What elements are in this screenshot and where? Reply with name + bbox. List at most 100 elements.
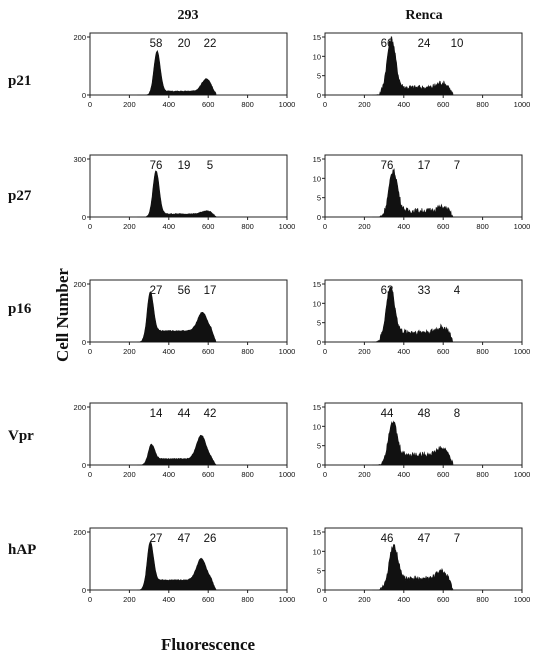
y-tick-label: 5 — [317, 442, 321, 451]
x-tick-label: 600 — [437, 222, 450, 231]
y-tick-label: 10 — [313, 52, 321, 61]
x-tick-label: 400 — [163, 347, 176, 356]
y-tick-label: 15 — [313, 155, 321, 164]
x-tick-label: 0 — [323, 470, 327, 479]
x-tick-label: 200 — [358, 347, 371, 356]
x-tick-label: 600 — [202, 100, 215, 109]
x-tick-label: 600 — [437, 100, 450, 109]
g1-percentage: 27 — [150, 285, 163, 297]
x-tick-label: 800 — [241, 100, 254, 109]
y-tick-label: 0 — [317, 91, 321, 100]
g2-percentage: 26 — [204, 533, 217, 545]
x-tick-label: 1000 — [279, 347, 296, 356]
histogram-fill — [137, 291, 217, 343]
y-tick-label: 0 — [82, 91, 86, 100]
x-tick-label: 1000 — [514, 347, 531, 356]
s-percentage: 24 — [418, 38, 431, 50]
x-tick-label: 400 — [398, 595, 411, 604]
s-percentage: 56 — [178, 285, 191, 297]
g1-percentage: 14 — [150, 408, 163, 420]
s-percentage: 19 — [178, 160, 191, 172]
row-label-p16: p16 — [8, 301, 32, 317]
histogram-panel-p27-293: 0 200 400 600 800 1000 0 300 76 19 5 — [73, 154, 295, 231]
g2-percentage: 7 — [454, 533, 460, 545]
s-percentage: 20 — [178, 38, 191, 50]
y-tick-label: 10 — [313, 547, 321, 556]
histogram-panel-hap-293: 0 200 400 600 800 1000 0 200 27 47 26 — [73, 527, 295, 604]
s-percentage: 47 — [418, 533, 431, 545]
x-tick-label: 400 — [398, 347, 411, 356]
histogram-panel-vpr-renca: 0 200 400 600 800 1000 0 5 10 15 44 48 8 — [313, 402, 531, 479]
row-label-p27: p27 — [8, 188, 32, 204]
g2-percentage: 8 — [454, 408, 460, 420]
x-tick-label: 0 — [88, 595, 92, 604]
histogram-fill — [372, 286, 454, 343]
g1-percentage: 76 — [381, 160, 394, 172]
y-tick-label: 200 — [73, 33, 86, 42]
y-tick-label: 0 — [82, 213, 86, 222]
y-tick-label: 5 — [317, 194, 321, 203]
x-tick-label: 0 — [323, 347, 327, 356]
x-tick-label: 400 — [163, 470, 176, 479]
row-label-hap: hAP — [8, 542, 36, 558]
x-tick-label: 0 — [88, 100, 92, 109]
x-tick-label: 200 — [123, 347, 136, 356]
histogram-panel-p16-293: 0 200 400 600 800 1000 0 200 27 56 17 — [73, 279, 296, 356]
g2-percentage: 42 — [204, 408, 217, 420]
x-tick-label: 800 — [476, 470, 489, 479]
column-header-293: 293 — [178, 8, 199, 23]
x-axis-label: Fluorescence — [161, 635, 256, 654]
g2-percentage: 17 — [204, 285, 217, 297]
s-percentage: 44 — [178, 408, 191, 420]
y-tick-label: 10 — [313, 422, 321, 431]
y-tick-label: 200 — [73, 403, 86, 412]
x-tick-label: 800 — [241, 222, 254, 231]
x-tick-label: 200 — [358, 222, 371, 231]
x-tick-label: 400 — [398, 222, 411, 231]
s-percentage: 48 — [418, 408, 431, 420]
y-axis-label: Cell Number — [53, 268, 72, 362]
x-tick-label: 600 — [202, 470, 215, 479]
x-tick-label: 800 — [241, 470, 254, 479]
x-tick-label: 1000 — [279, 100, 296, 109]
histogram-fill — [372, 544, 454, 592]
y-tick-label: 5 — [317, 72, 321, 81]
histogram-panel-vpr-293: 0 200 400 600 800 1000 0 200 14 44 42 — [73, 402, 296, 479]
x-tick-label: 600 — [437, 470, 450, 479]
x-tick-label: 400 — [163, 222, 176, 231]
y-tick-label: 0 — [317, 461, 321, 470]
g2-percentage: 7 — [454, 160, 460, 172]
g2-percentage: 22 — [204, 38, 217, 50]
x-tick-label: 0 — [88, 470, 92, 479]
x-tick-label: 600 — [202, 222, 215, 231]
y-tick-label: 15 — [313, 33, 321, 42]
y-tick-label: 0 — [317, 586, 321, 595]
histogram-panel-p16-renca: 0 200 400 600 800 1000 0 5 10 15 63 33 4 — [313, 279, 531, 356]
column-header-renca: Renca — [405, 8, 442, 23]
histogram-panel-hap-renca: 0 200 400 600 800 1000 0 5 10 15 46 47 7 — [313, 527, 531, 604]
histogram-fill — [137, 541, 217, 591]
g1-percentage: 58 — [150, 38, 163, 50]
y-tick-label: 200 — [73, 280, 86, 289]
histogram-fill — [137, 50, 217, 96]
x-tick-label: 0 — [323, 222, 327, 231]
x-tick-label: 1000 — [279, 470, 296, 479]
g1-percentage: 76 — [150, 160, 163, 172]
histogram-fill — [372, 168, 454, 218]
histogram-fill — [372, 420, 454, 466]
x-tick-label: 200 — [123, 100, 136, 109]
row-label-p21: p21 — [8, 73, 31, 89]
histogram-fill — [372, 36, 454, 96]
y-tick-label: 0 — [82, 338, 86, 347]
y-tick-label: 0 — [317, 213, 321, 222]
x-tick-label: 1000 — [514, 595, 531, 604]
x-tick-label: 800 — [241, 595, 254, 604]
x-tick-label: 600 — [202, 595, 215, 604]
x-tick-label: 400 — [398, 100, 411, 109]
g2-percentage: 4 — [454, 285, 461, 297]
row-label-vpr: Vpr — [8, 428, 34, 444]
x-tick-label: 1000 — [514, 470, 531, 479]
x-tick-label: 0 — [88, 222, 92, 231]
x-tick-label: 0 — [323, 595, 327, 604]
